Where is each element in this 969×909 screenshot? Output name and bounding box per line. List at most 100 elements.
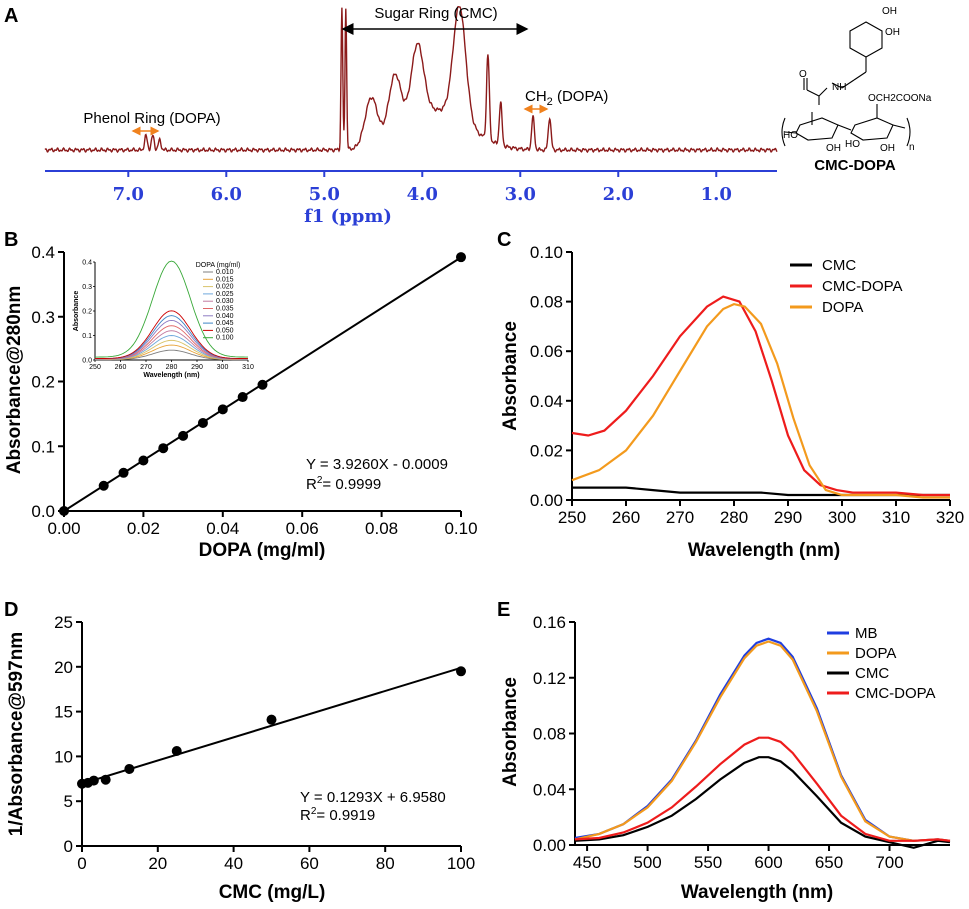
r-squared: R2= 0.9999 (306, 475, 381, 493)
panel-e-label: E (497, 599, 510, 621)
y-axis-label: Absorbance (500, 321, 521, 431)
data-point (257, 379, 268, 390)
y-tick-label: 0.00 (530, 491, 563, 510)
x-tick-label: 450 (573, 853, 601, 872)
y-tick-label: 0.3 (31, 308, 55, 327)
inset-y-tick-label: 0.2 (82, 309, 92, 316)
data-point (197, 417, 208, 428)
x-tick-label: 310 (882, 508, 910, 527)
y-tick-label: 0.10 (530, 243, 563, 262)
inset-x-tick-label: 290 (191, 364, 203, 371)
mol-nh: NH (832, 82, 846, 93)
inset-x-tick-label: 300 (217, 364, 229, 371)
inset-series-line (95, 260, 248, 358)
mol-oh-2: OH (885, 27, 900, 38)
y-tick-label: 0 (64, 837, 73, 856)
x-tick-label: 80 (376, 854, 395, 873)
y-tick-label: 0.0 (31, 502, 55, 521)
series-line-mb (574, 637, 951, 842)
nmr-x-tick-label: 3.0 (505, 184, 536, 205)
nmr-x-tick-label: 5.0 (309, 184, 340, 205)
y-tick-label: 0.12 (533, 669, 566, 688)
inset-legend-label: 0.045 (216, 320, 234, 327)
y-tick-label: 0.02 (530, 441, 563, 460)
y-tick-label: 0.4 (31, 243, 55, 262)
data-point (217, 404, 228, 415)
inset-y-label: Absorbance (73, 291, 80, 332)
mol-ho-2: HO (845, 139, 860, 150)
x-tick-label: 0.02 (127, 519, 160, 538)
inset-legend-label: 0.030 (216, 298, 234, 305)
legend-label: CMC (822, 257, 856, 274)
panel-d: D 0 20 40 60 80 100 0 5 10 15 20 25 CMC (mg/L) 1/Ab… (4, 599, 475, 903)
y-axis-label: Absorbance (500, 677, 521, 787)
panel-c-label: C (497, 229, 511, 251)
series-line-cmc (574, 756, 951, 849)
data-point (237, 392, 248, 403)
data-point (158, 443, 169, 454)
x-axis-label: Wavelength (nm) (688, 540, 840, 561)
y-tick-label: 0.1 (31, 437, 55, 456)
catechol-ring-shape (849, 21, 883, 58)
nmr-x-axis-label: f1 (ppm) (304, 206, 392, 227)
x-tick-label: 0.08 (365, 519, 398, 538)
x-tick-label: 550 (694, 853, 722, 872)
series-line-cmc (572, 486, 950, 497)
panel-e: E 450 500 550 600 650 700 0.00 0.04 0.08 0.12 0.16… (497, 599, 951, 903)
inset-legend-label: 0.035 (216, 306, 234, 313)
ch2-label: CH2 (DOPA) (525, 88, 608, 108)
y-tick-label: 0.08 (533, 725, 566, 744)
legend-label: MB (855, 625, 878, 642)
inset-legend-label: 0.020 (216, 284, 234, 291)
mol-oh-3: OH (826, 143, 841, 154)
data-point (98, 480, 109, 491)
glucose-ring-1 (795, 117, 839, 141)
inset-series-line (94, 310, 249, 360)
x-tick-label: 260 (612, 508, 640, 527)
mol-n: n (909, 142, 915, 153)
legend-label: DOPA (855, 645, 896, 662)
x-tick-label: 40 (224, 854, 243, 873)
x-tick-label: 0.00 (47, 519, 80, 538)
inset-x-tick-label: 250 (89, 364, 101, 371)
mol-ho-1: HO (783, 130, 798, 141)
panel-d-label: D (4, 599, 18, 621)
y-tick-label: 0.2 (31, 373, 55, 392)
inset-legend-title: DOPA (mg/ml) (196, 262, 241, 269)
x-tick-label: 0.10 (444, 519, 477, 538)
inset-y-tick-label: 0.1 (82, 333, 92, 340)
data-point (171, 746, 182, 757)
legend-label: CMC (855, 665, 889, 682)
y-axis-label: Absorbance@280nm (4, 286, 25, 475)
data-point (118, 467, 129, 478)
legend-label: CMC-DOPA (822, 278, 903, 295)
regression-equation: Y = 0.1293X + 6.9580 (300, 789, 446, 806)
panel-b-label: B (4, 229, 18, 251)
x-tick-label: 100 (447, 854, 475, 873)
sugar-ring-label: Sugar Ring (CMC) (374, 5, 497, 22)
series-line-cmc-dopa (574, 736, 951, 842)
panel-a: A 7.0 6.0 5.0 4.0 3.0 2.0 1.0 f1 (ppm) Sugar R… (4, 5, 932, 227)
inset-legend-label: 0.100 (216, 335, 234, 342)
nmr-spectrum-line (44, 6, 778, 154)
mol-o: O (799, 69, 807, 80)
y-tick-label: 25 (54, 613, 73, 632)
molecule-name: CMC-DOPA (814, 157, 896, 174)
cmc-dopa-structure (781, 21, 911, 147)
x-tick-label: 600 (754, 853, 782, 872)
data-point (88, 775, 99, 786)
x-tick-label: 270 (666, 508, 694, 527)
mol-oh-1: OH (882, 6, 897, 17)
panel-c: C 250 260 270 280 290 300 310 320 0.00 0.02 0.04 0.… (497, 229, 964, 561)
x-tick-label: 60 (300, 854, 319, 873)
y-tick-label: 10 (54, 747, 73, 766)
y-tick-label: 20 (54, 658, 73, 677)
series-line-cmc-dopa (571, 295, 950, 497)
panel-b: B 0.00 0.02 0.04 0.06 0.08 0.10 0.0 0.1 0.2 0.3 0.… (4, 229, 478, 561)
x-tick-label: 500 (633, 853, 661, 872)
fit-line (81, 666, 462, 785)
mol-side-chain: OCH2COONa (868, 93, 932, 104)
y-tick-label: 0.08 (530, 293, 563, 312)
data-point (266, 714, 277, 725)
